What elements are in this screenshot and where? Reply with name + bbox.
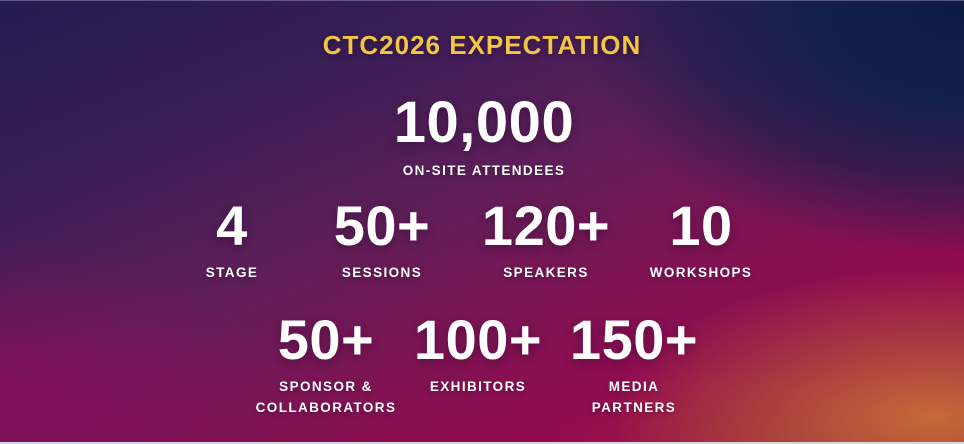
stat-exhibitors-label: EXHIBITORS <box>429 379 527 394</box>
stat-sessions-value: 50+ <box>333 194 431 257</box>
stat-speakers-value: 120+ <box>481 194 611 257</box>
stat-workshops-value: 10 <box>669 194 733 257</box>
stat-speakers-label: SPEAKERS <box>503 265 589 280</box>
stat-sponsor-collaborators-value: 50+ <box>277 308 375 371</box>
stat-workshops-label: WORKSHOPS <box>649 265 753 280</box>
stat-onsite-attendees-label: ON-SITE ATTENDEES <box>402 163 566 178</box>
stat-onsite-attendees: 10,000 ON-SITE ATTENDEES <box>394 94 574 182</box>
stat-onsite-attendees-value: 10,000 <box>393 90 575 155</box>
stat-exhibitors: 100+ EXHIBITORS <box>414 312 542 398</box>
stat-sponsor-collaborators: 50+ SPONSOR & COLLABORATORS <box>256 312 397 419</box>
slide-bottom-edge <box>0 442 964 444</box>
stat-workshops: 10 WORKSHOPS <box>650 198 753 284</box>
stat-media-partners: 150+ MEDIA PARTNERS <box>570 312 698 419</box>
stat-sessions: 50+ SESSIONS <box>334 198 431 284</box>
stat-stage: 4 STAGE <box>206 198 259 284</box>
stat-media-partners-label: MEDIA PARTNERS <box>591 379 677 415</box>
stat-media-partners-value: 150+ <box>569 308 699 371</box>
stat-sessions-label: SESSIONS <box>341 265 423 280</box>
stat-speakers: 120+ SPEAKERS <box>482 198 610 284</box>
slide-title: CTC2026 EXPECTATION <box>322 30 642 60</box>
stat-stage-label: STAGE <box>205 265 259 280</box>
stat-stage-value: 4 <box>216 194 248 257</box>
stat-sponsor-collaborators-label: SPONSOR & COLLABORATORS <box>255 379 397 415</box>
stat-exhibitors-value: 100+ <box>413 308 543 371</box>
slide-top-edge <box>0 0 964 1</box>
